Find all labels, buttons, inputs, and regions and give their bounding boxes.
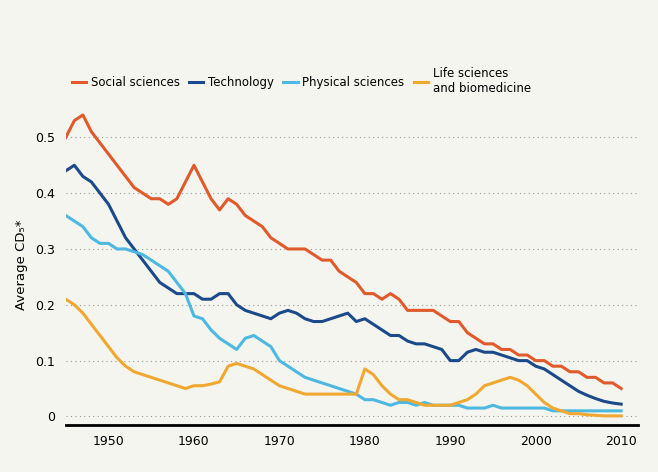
Y-axis label: Average CD₅*: Average CD₅* [15, 219, 28, 310]
Legend: Social sciences, Technology, Physical sciences, Life sciences
and biomedicine: Social sciences, Technology, Physical sc… [72, 67, 531, 95]
